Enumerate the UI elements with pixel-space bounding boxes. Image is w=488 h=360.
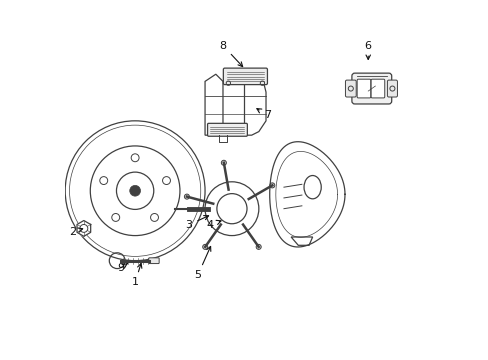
Circle shape (129, 185, 140, 196)
FancyBboxPatch shape (370, 79, 384, 98)
FancyBboxPatch shape (148, 258, 159, 264)
FancyBboxPatch shape (345, 80, 355, 97)
FancyBboxPatch shape (223, 68, 267, 85)
Circle shape (184, 194, 189, 199)
Text: 4: 4 (206, 220, 221, 230)
FancyBboxPatch shape (207, 123, 247, 136)
Text: 3: 3 (185, 216, 208, 230)
FancyBboxPatch shape (351, 73, 391, 104)
Text: 7: 7 (256, 109, 271, 121)
Text: 1: 1 (131, 264, 142, 287)
Text: 5: 5 (194, 247, 210, 280)
Text: 2: 2 (69, 227, 82, 237)
FancyBboxPatch shape (386, 80, 397, 97)
Circle shape (269, 183, 274, 188)
Text: 6: 6 (364, 41, 371, 59)
Circle shape (203, 244, 207, 249)
Circle shape (256, 244, 261, 249)
Polygon shape (77, 221, 90, 236)
FancyBboxPatch shape (356, 79, 370, 98)
Circle shape (221, 160, 226, 165)
Text: 8: 8 (219, 41, 242, 67)
Text: 9: 9 (117, 263, 127, 273)
